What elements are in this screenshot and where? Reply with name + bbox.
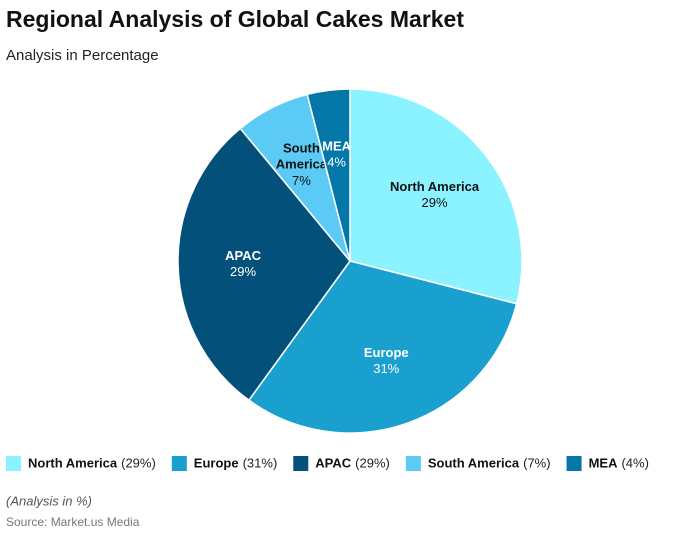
slice-label: Europe (364, 345, 409, 360)
legend-value: (7%) (523, 455, 550, 470)
pie-slice (306, 88, 351, 262)
pie-slice (177, 127, 351, 402)
slice-label: MEA (322, 138, 352, 153)
legend-swatch (405, 456, 421, 471)
legend-value: (29%) (121, 455, 156, 470)
pie-slice (349, 88, 523, 305)
source: Source: Market.us Media (6, 515, 140, 529)
legend-label: APAC (315, 455, 351, 470)
legend-swatch (6, 456, 21, 471)
legend-swatch (293, 456, 309, 471)
slice-value-label: 29% (230, 264, 256, 279)
legend-label: North America (28, 455, 118, 470)
legend-swatch (566, 456, 582, 471)
slice-label-line: America (276, 157, 328, 172)
legend-value: (31%) (243, 455, 278, 470)
legend-value: (4%) (621, 455, 648, 470)
pie-slice (247, 260, 518, 434)
chart-subtitle: Analysis in Percentage (6, 47, 159, 64)
legend-label: MEA (589, 455, 619, 470)
slice-label: APAC (225, 248, 261, 263)
note: (Analysis in %) (6, 493, 92, 508)
slice-value-label: 4% (327, 154, 346, 169)
legend-swatch (171, 456, 187, 471)
slice-label: North America (390, 179, 480, 194)
legend-value: (29%) (355, 455, 390, 470)
slice-value-label: 31% (373, 361, 399, 376)
slice-label-line: South (283, 141, 320, 156)
chart-title: Regional Analysis of Global Cakes Market (6, 6, 464, 32)
legend-label: Europe (194, 455, 239, 470)
slice-value-label: 29% (422, 195, 448, 210)
legend-label: South America (428, 455, 520, 470)
slice-value-label: 7% (292, 173, 311, 188)
slice-label: South America (276, 141, 328, 172)
